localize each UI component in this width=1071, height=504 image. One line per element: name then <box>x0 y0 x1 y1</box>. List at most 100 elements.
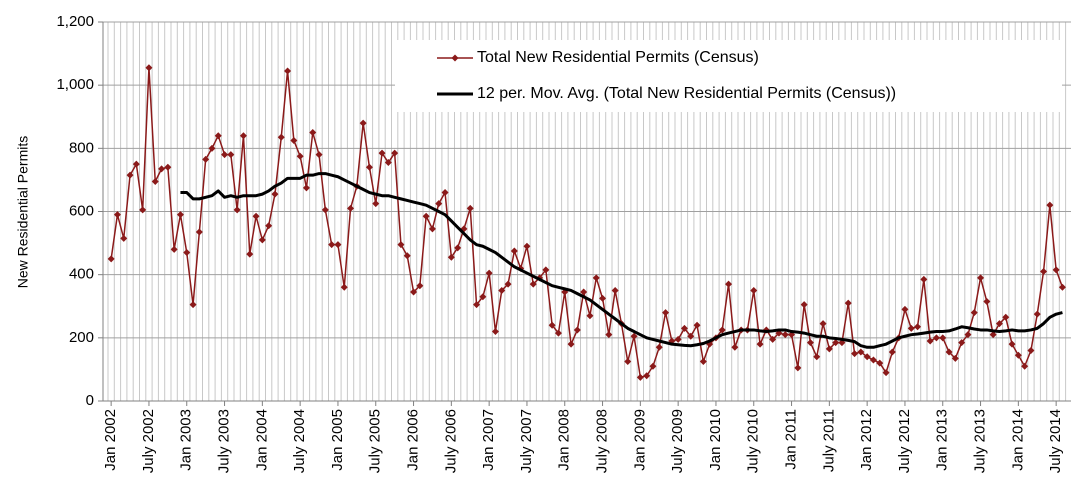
data-point <box>680 324 688 332</box>
data-point <box>769 335 777 343</box>
data-point <box>233 206 241 214</box>
data-point <box>347 204 355 212</box>
x-tick-label: July 2009 <box>669 409 686 473</box>
data-point <box>655 343 663 351</box>
data-point <box>485 269 493 277</box>
data-point <box>1058 283 1066 291</box>
legend-label: Total New Residential Permits (Census) <box>477 49 759 66</box>
data-point <box>510 247 518 255</box>
data-point <box>384 159 392 167</box>
data-point <box>126 171 134 179</box>
data-point <box>869 356 877 364</box>
data-point <box>863 353 871 361</box>
data-point <box>158 165 166 173</box>
data-point <box>920 275 928 283</box>
data-point <box>882 369 890 377</box>
data-point <box>422 212 430 220</box>
data-point <box>321 206 329 214</box>
data-point <box>1040 268 1048 276</box>
x-tick-label: Jan 2013 <box>934 409 951 471</box>
data-point <box>164 163 172 171</box>
x-tick-label: Jan 2005 <box>329 409 346 471</box>
data-point <box>1033 310 1041 318</box>
data-point <box>258 236 266 244</box>
data-point <box>378 149 386 157</box>
x-tick-label: Jan 2011 <box>783 409 800 470</box>
x-tick-label: Jan 2007 <box>480 409 497 471</box>
data-point <box>1008 340 1016 348</box>
data-point <box>473 301 481 309</box>
data-point <box>498 286 506 294</box>
data-point <box>145 64 153 72</box>
data-point <box>397 241 405 249</box>
data-point <box>958 339 966 347</box>
y-axis-label: New Residential Permits <box>15 136 31 289</box>
data-point <box>221 151 229 159</box>
data-point <box>624 358 632 366</box>
y-tick-label: 0 <box>86 392 94 409</box>
x-tick-label: July 2004 <box>291 409 308 473</box>
data-point <box>176 211 184 219</box>
data-point <box>832 339 840 347</box>
y-tick-label: 400 <box>69 266 94 283</box>
data-point <box>372 200 380 208</box>
data-point <box>340 283 348 291</box>
data-point <box>725 280 733 288</box>
data-point <box>794 364 802 372</box>
data-point <box>120 234 128 242</box>
data-point <box>183 249 191 257</box>
data-point <box>907 324 915 332</box>
data-point <box>403 252 411 260</box>
data-point <box>1046 201 1054 209</box>
x-tick-label: July 2008 <box>594 409 611 473</box>
x-tick-label: Jan 2014 <box>1009 409 1026 471</box>
data-point <box>580 288 588 296</box>
data-point <box>756 340 764 348</box>
data-point <box>977 274 985 282</box>
data-point <box>132 160 140 168</box>
data-point <box>189 301 197 309</box>
x-tick-label: July 2005 <box>367 409 384 473</box>
legend-marker <box>451 54 459 62</box>
x-tick-label: July 2011 <box>820 409 837 472</box>
data-point <box>107 255 115 263</box>
data-point <box>1014 351 1022 359</box>
data-point <box>592 274 600 282</box>
data-point <box>479 293 487 301</box>
data-point <box>851 350 859 358</box>
data-point <box>296 152 304 160</box>
series-line <box>110 67 1064 379</box>
data-point <box>857 348 865 356</box>
data-point <box>699 358 707 366</box>
data-point <box>435 200 443 208</box>
data-point <box>693 321 701 329</box>
y-tick-label: 600 <box>69 202 94 219</box>
data-point <box>964 331 972 339</box>
data-point <box>548 321 556 329</box>
legend-box <box>395 40 1062 112</box>
x-tick-label: Jan 2012 <box>858 409 875 471</box>
data-point <box>554 329 562 337</box>
data-point <box>491 328 499 336</box>
data-point <box>113 211 121 219</box>
data-point <box>252 212 260 220</box>
data-point <box>813 353 821 361</box>
x-tick-label: July 2002 <box>140 409 157 473</box>
data-point <box>523 242 531 250</box>
data-point <box>139 206 147 214</box>
data-point <box>365 163 373 171</box>
x-tick-label: Jan 2009 <box>631 409 648 471</box>
data-point <box>939 334 947 342</box>
data-point <box>208 144 216 152</box>
data-point <box>687 332 695 340</box>
x-tick-label: July 2013 <box>972 409 989 473</box>
y-tick-label: 800 <box>69 139 94 156</box>
data-point <box>315 151 323 159</box>
data-point <box>410 288 418 296</box>
data-point <box>416 282 424 290</box>
data-point <box>800 301 808 309</box>
data-point <box>844 299 852 307</box>
data-point <box>151 177 159 185</box>
data-point <box>932 334 940 342</box>
data-point <box>227 151 235 159</box>
